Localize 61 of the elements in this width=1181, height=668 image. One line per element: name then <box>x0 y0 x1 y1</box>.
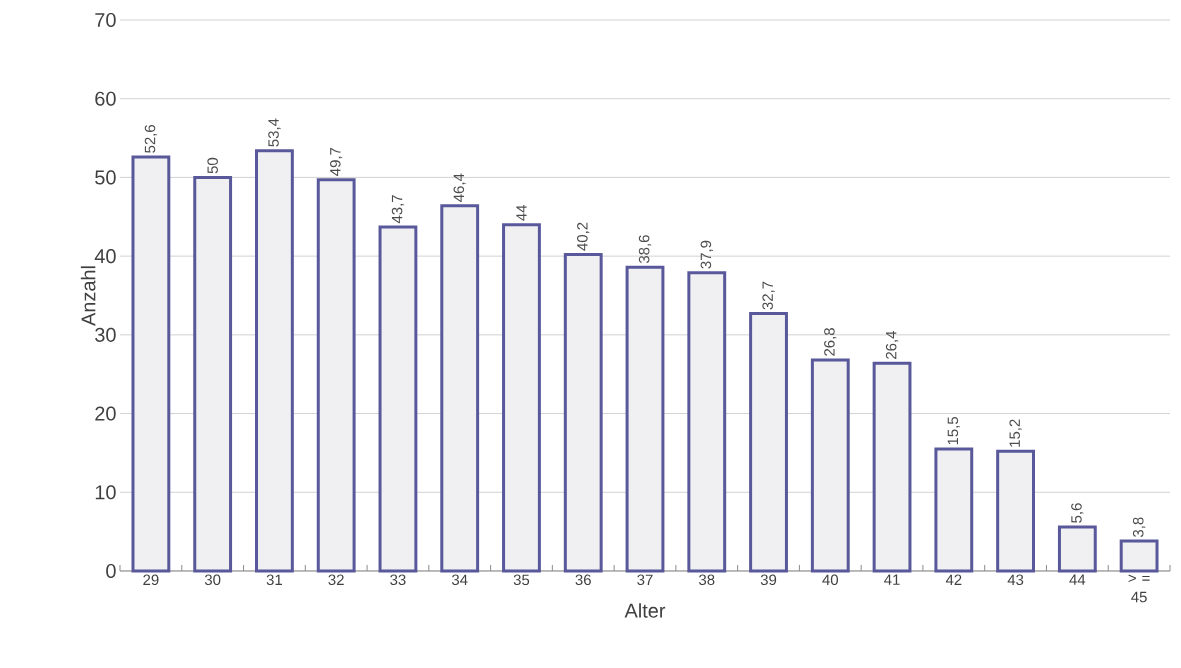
data-label: 15,5 <box>947 417 960 445</box>
bar <box>193 175 233 573</box>
data-label: 50 <box>207 157 218 174</box>
x-tick-label: 40 <box>822 574 839 586</box>
bar <box>440 204 480 573</box>
x-tick-label: > = 45 <box>1128 574 1150 603</box>
x-tick-label: 38 <box>699 574 715 586</box>
bar <box>1057 525 1097 573</box>
bar <box>1119 539 1159 573</box>
data-label: 32,7 <box>762 281 775 310</box>
y-tick-label: 70 <box>95 12 116 28</box>
x-tick-label: 37 <box>637 574 653 586</box>
x-axis-title: Alter <box>624 603 666 618</box>
bar <box>810 358 850 573</box>
x-tick-label: 31 <box>266 574 282 586</box>
bar <box>316 178 356 573</box>
data-label: 44 <box>516 204 527 221</box>
bar <box>378 225 418 573</box>
x-tick-label: 42 <box>945 574 962 585</box>
data-label: 40,2 <box>577 222 590 251</box>
y-tick-label: 30 <box>95 327 116 342</box>
bar <box>996 449 1035 573</box>
data-label: 49,7 <box>330 147 343 176</box>
data-label: 46,4 <box>453 173 466 202</box>
data-label: 38,6 <box>638 235 652 264</box>
bar <box>255 149 294 573</box>
y-axis-title: Anzahl <box>80 266 96 326</box>
bar <box>563 253 603 573</box>
y-tick-label: 20 <box>95 406 116 421</box>
bar <box>625 265 665 573</box>
bar <box>872 361 912 573</box>
data-label: 26,4 <box>885 331 899 359</box>
x-tick-label: 32 <box>328 574 344 586</box>
data-label: 43,7 <box>391 195 405 224</box>
x-tick-label: 43 <box>1007 574 1024 586</box>
bar <box>502 223 541 573</box>
data-label: 5,6 <box>1071 503 1084 523</box>
data-label: 3,8 <box>1132 517 1146 537</box>
bar <box>687 271 727 573</box>
bar <box>131 155 171 573</box>
x-tick-label: 36 <box>575 574 591 586</box>
x-tick-label: 39 <box>760 574 777 586</box>
bar <box>749 312 788 573</box>
data-label: 26,8 <box>824 328 837 356</box>
y-tick-label: 60 <box>95 91 116 106</box>
data-label: 15,2 <box>1009 419 1022 447</box>
bar <box>934 447 974 573</box>
y-tick-label: 40 <box>94 249 116 264</box>
x-tick-label: 35 <box>513 574 530 586</box>
y-tick-label: 50 <box>95 170 116 185</box>
x-tick-label: 41 <box>884 574 900 585</box>
data-label: 52,6 <box>144 125 158 153</box>
y-tick-label: 10 <box>95 485 116 500</box>
x-tick-label: 29 <box>143 574 159 586</box>
data-label: 37,9 <box>700 240 713 269</box>
x-tick-label: 30 <box>204 574 221 586</box>
y-tick-label: 0 <box>106 563 116 579</box>
x-tick-label: 44 <box>1069 574 1086 585</box>
x-tick-label: 34 <box>451 574 468 586</box>
x-tick-label: 33 <box>390 574 406 586</box>
data-label: 53,4 <box>268 118 281 147</box>
